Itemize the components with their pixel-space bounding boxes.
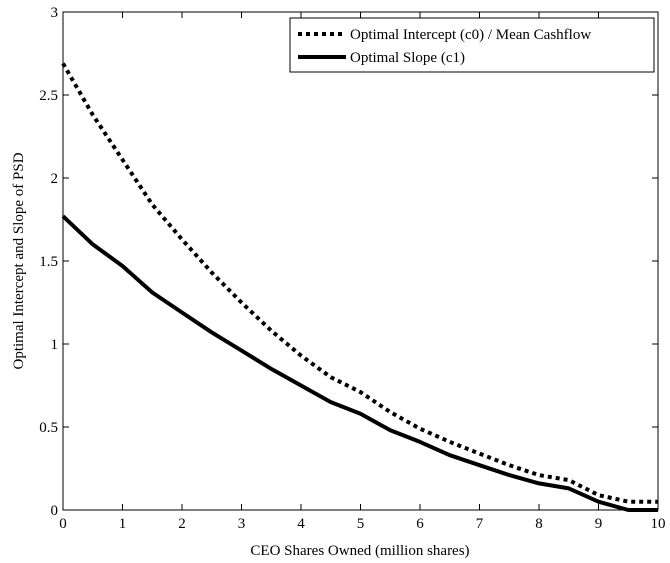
legend: Optimal Intercept (c0) / Mean Cashflow O… <box>289 17 655 73</box>
plot-area <box>62 11 659 511</box>
x-tick-label: 6 <box>416 516 424 532</box>
legend-label-c1: Optimal Slope (c1) <box>350 50 465 66</box>
x-axis-title: CEO Shares Owned (million shares) <box>250 543 469 559</box>
series-line-slope-c1 <box>61 214 658 512</box>
x-tick-label: 9 <box>595 516 603 532</box>
legend-box <box>289 17 655 73</box>
x-tick-label: 10 <box>651 516 666 532</box>
y-tick-label: 2 <box>51 171 59 187</box>
x-tick-label: 0 <box>59 516 67 532</box>
x-tick-label: 4 <box>297 516 305 532</box>
x-tick-label: 2 <box>178 516 186 532</box>
y-tick-label: 0.5 <box>39 420 58 436</box>
y-tick-label: 0 <box>51 503 59 519</box>
tick-layer: 0 1 2 3 4 5 6 7 8 9 10 0 0.5 1 1.5 2 2.5 3 <box>39 5 665 532</box>
y-tick-label: 2.5 <box>39 88 58 104</box>
x-tick-label: 8 <box>535 516 543 532</box>
y-axis-title: Optimal Intercept and Slope of PSD <box>11 152 27 369</box>
x-tick-label: 7 <box>476 516 484 532</box>
y-tick-label: 1.5 <box>39 254 58 270</box>
y-tick-label: 1 <box>51 337 59 353</box>
x-tick-label: 3 <box>238 516 246 532</box>
x-tick-label: 1 <box>119 516 127 532</box>
y-tick-label: 3 <box>51 5 59 21</box>
series-layer <box>61 62 658 512</box>
legend-label-c0: Optimal Intercept (c0) / Mean Cashflow <box>350 27 591 43</box>
series-line-intercept-c0 <box>61 62 658 504</box>
x-tick-label: 5 <box>357 516 365 532</box>
